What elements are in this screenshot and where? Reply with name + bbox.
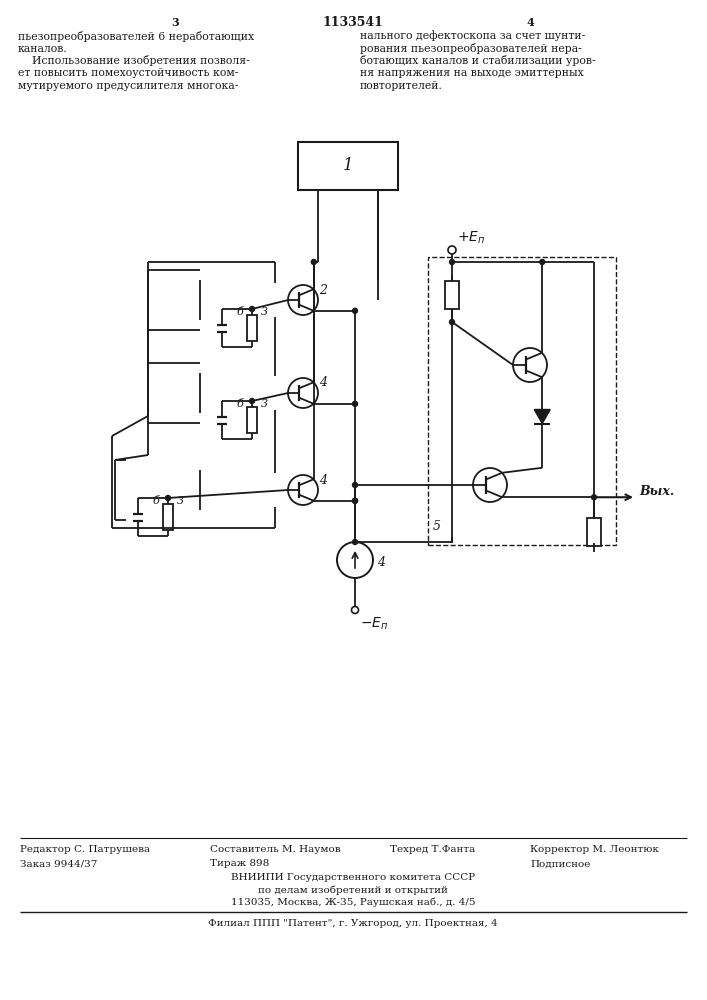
Text: пьезопреобразователей 6 неработающих: пьезопреобразователей 6 неработающих <box>18 30 254 41</box>
Text: 4: 4 <box>377 556 385 568</box>
Bar <box>298 142 398 190</box>
Text: рования пьезопреобразователей нера-: рования пьезопреобразователей нера- <box>360 43 582 54</box>
Text: 113035, Москва, Ж-35, Раушская наб., д. 4/5: 113035, Москва, Ж-35, Раушская наб., д. … <box>230 897 475 907</box>
Text: каналов.: каналов. <box>18 43 68 53</box>
Text: Редактор С. Патрушева: Редактор С. Патрушева <box>20 846 150 854</box>
Text: 1: 1 <box>343 157 354 174</box>
Text: $-E_п$: $-E_п$ <box>360 616 388 632</box>
Bar <box>587 518 601 546</box>
Text: по делам изобретений и открытий: по делам изобретений и открытий <box>258 885 448 895</box>
Bar <box>247 407 257 433</box>
Text: повторителей.: повторителей. <box>360 81 443 91</box>
Text: б: б <box>236 399 243 409</box>
Text: 3: 3 <box>171 16 179 27</box>
Text: 3: 3 <box>177 496 184 506</box>
Bar <box>445 281 459 309</box>
Circle shape <box>353 401 358 406</box>
Text: Составитель М. Наумов: Составитель М. Наумов <box>210 846 341 854</box>
Text: Тираж 898: Тираж 898 <box>210 859 269 868</box>
Circle shape <box>311 259 316 264</box>
Text: Корректор М. Леонтюк: Корректор М. Леонтюк <box>530 846 659 854</box>
Circle shape <box>353 308 358 313</box>
Bar <box>428 257 616 545</box>
Circle shape <box>353 498 358 503</box>
Text: б: б <box>236 307 243 317</box>
Circle shape <box>353 540 358 544</box>
Text: нального дефектоскопа за счет шунти-: нального дефектоскопа за счет шунти- <box>360 31 585 41</box>
Circle shape <box>165 495 170 500</box>
Circle shape <box>250 306 255 312</box>
Circle shape <box>450 320 455 324</box>
Text: 4: 4 <box>319 474 327 487</box>
Text: ня напряжения на выходе эмиттерных: ня напряжения на выходе эмиттерных <box>360 68 584 79</box>
Text: Подписное: Подписное <box>530 859 590 868</box>
Circle shape <box>592 495 597 500</box>
Text: Заказ 9944/37: Заказ 9944/37 <box>20 859 98 868</box>
Text: Вых.: Вых. <box>639 485 674 498</box>
Text: мутируемого предусилителя многока-: мутируемого предусилителя многока- <box>18 81 238 91</box>
Text: 2: 2 <box>319 284 327 296</box>
Text: $+E_п$: $+E_п$ <box>457 230 486 246</box>
Bar <box>163 504 173 530</box>
Text: Использование изобретения позволя-: Использование изобретения позволя- <box>18 55 250 66</box>
Text: 1133541: 1133541 <box>322 15 383 28</box>
Circle shape <box>450 259 455 264</box>
Bar <box>247 315 257 341</box>
Polygon shape <box>534 410 550 424</box>
Text: 5: 5 <box>433 520 441 534</box>
Text: 3: 3 <box>261 399 268 409</box>
Circle shape <box>353 498 358 503</box>
Text: 3: 3 <box>261 307 268 317</box>
Text: ет повысить помехоустойчивость ком-: ет повысить помехоустойчивость ком- <box>18 68 238 79</box>
Text: 4: 4 <box>526 16 534 27</box>
Text: б: б <box>152 496 159 506</box>
Circle shape <box>250 398 255 403</box>
Text: ВНИИПИ Государственного комитета СССР: ВНИИПИ Государственного комитета СССР <box>231 874 475 882</box>
Text: ботающих каналов и стабилизации уров-: ботающих каналов и стабилизации уров- <box>360 55 595 66</box>
Circle shape <box>539 259 544 264</box>
Text: Техред Т.Фанта: Техред Т.Фанта <box>390 846 475 854</box>
Text: 4: 4 <box>319 376 327 389</box>
Text: Филиал ППП "Патент", г. Ужгород, ул. Проектная, 4: Филиал ППП "Патент", г. Ужгород, ул. Про… <box>208 918 498 928</box>
Circle shape <box>353 483 358 488</box>
